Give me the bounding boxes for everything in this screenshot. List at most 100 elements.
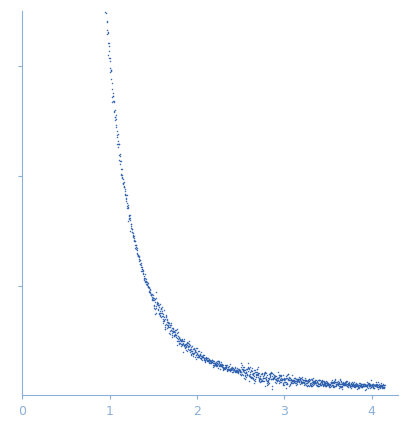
Point xyxy=(130,232,136,239)
Point xyxy=(177,337,184,344)
Point xyxy=(158,309,164,316)
Point xyxy=(146,290,153,297)
Point xyxy=(236,366,242,373)
Point xyxy=(248,368,255,375)
Point xyxy=(337,378,344,385)
Point xyxy=(132,237,138,244)
Point xyxy=(287,376,293,383)
Point xyxy=(124,205,131,212)
Point xyxy=(373,382,379,389)
Point xyxy=(207,358,214,365)
Point xyxy=(285,371,292,378)
Point xyxy=(126,213,132,220)
Point xyxy=(372,382,378,388)
Point xyxy=(333,381,339,388)
Point xyxy=(273,377,279,384)
Point xyxy=(286,376,293,383)
Point xyxy=(217,361,223,368)
Point xyxy=(132,237,138,244)
Point xyxy=(339,378,346,385)
Point xyxy=(197,351,203,358)
Point xyxy=(377,382,383,389)
Point xyxy=(249,364,255,371)
Point xyxy=(125,212,132,218)
Point xyxy=(192,347,199,354)
Point xyxy=(130,233,136,240)
Point xyxy=(263,374,270,381)
Point xyxy=(374,382,380,389)
Point xyxy=(368,382,375,388)
Point xyxy=(350,378,357,385)
Point xyxy=(318,377,324,384)
Point xyxy=(351,381,358,388)
Point xyxy=(361,383,368,390)
Point xyxy=(309,375,316,382)
Point xyxy=(264,380,271,387)
Point xyxy=(307,377,314,384)
Point xyxy=(337,383,343,390)
Point xyxy=(162,312,169,319)
Point xyxy=(330,379,337,386)
Point xyxy=(243,365,250,372)
Point xyxy=(163,312,170,319)
Point xyxy=(360,380,366,387)
Point xyxy=(213,361,219,368)
Point xyxy=(104,29,111,36)
Point xyxy=(162,313,169,320)
Point xyxy=(300,376,307,383)
Point xyxy=(271,375,278,382)
Point xyxy=(183,339,190,346)
Point xyxy=(377,380,384,387)
Point xyxy=(251,366,257,373)
Point xyxy=(305,378,312,385)
Point xyxy=(148,291,154,298)
Point xyxy=(170,328,176,335)
Point xyxy=(241,366,248,373)
Point xyxy=(127,227,134,234)
Point xyxy=(323,382,330,389)
Point xyxy=(253,373,259,380)
Point xyxy=(288,380,294,387)
Point xyxy=(208,360,215,367)
Point xyxy=(260,371,267,378)
Point xyxy=(120,183,127,190)
Point xyxy=(140,270,146,277)
Point xyxy=(245,363,252,370)
Point xyxy=(239,367,246,374)
Point xyxy=(235,366,242,373)
Point xyxy=(237,368,244,375)
Point xyxy=(274,377,280,384)
Point xyxy=(233,367,240,374)
Point xyxy=(284,380,290,387)
Point xyxy=(105,39,112,46)
Point xyxy=(180,340,186,347)
Point xyxy=(181,338,188,345)
Point xyxy=(248,367,254,374)
Point xyxy=(317,381,324,388)
Point xyxy=(261,371,268,378)
Point xyxy=(255,371,262,378)
Point xyxy=(136,253,142,260)
Point xyxy=(341,381,347,388)
Point xyxy=(283,385,289,392)
Point xyxy=(155,299,162,306)
Point xyxy=(173,331,179,338)
Point xyxy=(334,378,341,385)
Point xyxy=(362,382,369,388)
Point xyxy=(259,377,266,384)
Point xyxy=(193,351,200,358)
Point xyxy=(208,357,214,364)
Point xyxy=(166,320,172,327)
Point xyxy=(358,384,364,391)
Point xyxy=(205,356,211,363)
Point xyxy=(284,371,291,378)
Point xyxy=(343,380,349,387)
Point xyxy=(231,365,238,372)
Point xyxy=(129,225,135,232)
Point xyxy=(173,332,180,339)
Point xyxy=(311,378,318,385)
Point xyxy=(319,377,325,384)
Point xyxy=(324,382,331,388)
Point xyxy=(196,353,203,360)
Point xyxy=(350,383,356,390)
